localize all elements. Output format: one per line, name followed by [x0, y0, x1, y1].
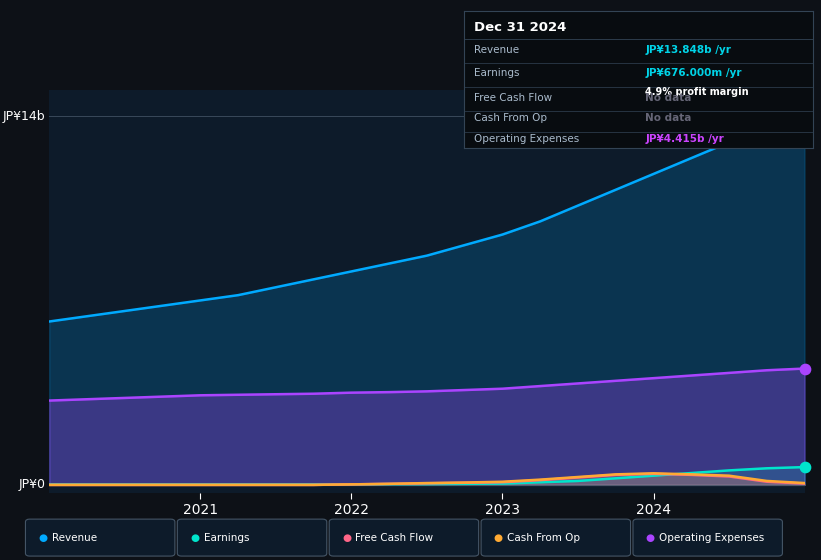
Point	[798, 463, 811, 472]
Text: JP¥4.415b /yr: JP¥4.415b /yr	[645, 134, 724, 144]
Text: ●: ●	[342, 533, 351, 543]
Text: Operating Expenses: Operating Expenses	[475, 134, 580, 144]
Text: 4.9% profit margin: 4.9% profit margin	[645, 87, 749, 97]
Text: Operating Expenses: Operating Expenses	[659, 533, 764, 543]
Text: JP¥14b: JP¥14b	[2, 110, 45, 123]
Text: ●: ●	[190, 533, 199, 543]
Text: JP¥13.848b /yr: JP¥13.848b /yr	[645, 45, 732, 55]
Text: ●: ●	[39, 533, 47, 543]
Text: Earnings: Earnings	[204, 533, 249, 543]
Text: No data: No data	[645, 113, 691, 123]
Point	[798, 115, 811, 124]
Text: Cash From Op: Cash From Op	[507, 533, 580, 543]
Text: JP¥676.000m /yr: JP¥676.000m /yr	[645, 68, 742, 78]
Text: Revenue: Revenue	[475, 45, 520, 55]
Text: Dec 31 2024: Dec 31 2024	[475, 21, 566, 34]
Text: Free Cash Flow: Free Cash Flow	[355, 533, 433, 543]
Text: ●: ●	[494, 533, 502, 543]
Text: JP¥0: JP¥0	[19, 478, 45, 491]
Text: No data: No data	[645, 92, 691, 102]
Text: Cash From Op: Cash From Op	[475, 113, 548, 123]
Text: ●: ●	[646, 533, 654, 543]
Text: Revenue: Revenue	[52, 533, 97, 543]
Point	[798, 364, 811, 373]
Text: Free Cash Flow: Free Cash Flow	[475, 92, 553, 102]
Text: Earnings: Earnings	[475, 68, 520, 78]
